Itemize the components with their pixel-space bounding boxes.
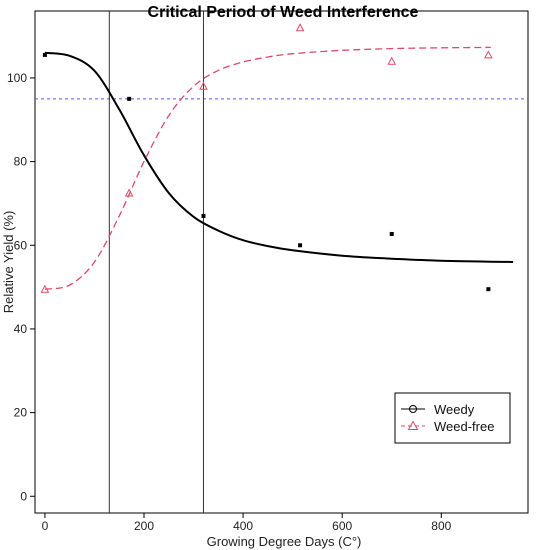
x-axis-title: Growing Degree Days (C°) bbox=[207, 534, 362, 549]
data-point-weedy bbox=[127, 96, 132, 101]
y-tick-label: 0 bbox=[20, 489, 27, 503]
fitted-curve-weed-free bbox=[44, 46, 491, 290]
data-point-weedy bbox=[201, 213, 206, 218]
y-tick-label: 60 bbox=[14, 238, 28, 252]
legend: Weedy Weed-free bbox=[394, 392, 511, 444]
y-tick-label: 20 bbox=[14, 406, 28, 420]
data-point-weed-free bbox=[199, 81, 208, 90]
reference-lines bbox=[35, 11, 528, 513]
legend-weedy-marker bbox=[409, 405, 417, 413]
data-point-weed-free bbox=[295, 23, 305, 32]
y-axis-title: Relative Yield (%) bbox=[1, 211, 16, 314]
legend-weedy-label: Weedy bbox=[434, 402, 475, 417]
x-tick-label: 200 bbox=[134, 519, 154, 533]
legend-box bbox=[394, 392, 511, 444]
y-tick-label: 40 bbox=[14, 322, 28, 336]
y-tick-label: 100 bbox=[7, 71, 27, 85]
data-points bbox=[40, 23, 493, 293]
data-point-weedy bbox=[298, 243, 303, 248]
fitted-curves bbox=[44, 46, 514, 290]
data-point-weed-free bbox=[40, 284, 50, 293]
data-point-weedy bbox=[389, 231, 394, 236]
fitted-curve-weedy bbox=[44, 51, 514, 263]
y-tick-label: 80 bbox=[14, 155, 28, 169]
y-axis: 0 20 40 60 80 100 bbox=[7, 71, 35, 503]
data-point-weed-free bbox=[124, 188, 134, 197]
x-axis: 0 200 400 600 800 bbox=[42, 513, 452, 533]
data-point-weedy bbox=[486, 287, 491, 292]
data-point-weed-free bbox=[387, 56, 397, 65]
legend-weedfree-label: Weed-free bbox=[434, 419, 494, 434]
data-point-weedy bbox=[42, 52, 47, 57]
legend-weedfree-marker bbox=[407, 420, 419, 430]
chart-title: Critical Period of Weed Interference bbox=[148, 4, 419, 21]
x-tick-label: 400 bbox=[233, 519, 253, 533]
x-tick-label: 0 bbox=[42, 519, 49, 533]
plot-frame bbox=[34, 10, 529, 514]
data-point-weed-free bbox=[484, 50, 493, 59]
x-tick-label: 600 bbox=[332, 519, 352, 533]
x-tick-label: 800 bbox=[431, 519, 451, 533]
